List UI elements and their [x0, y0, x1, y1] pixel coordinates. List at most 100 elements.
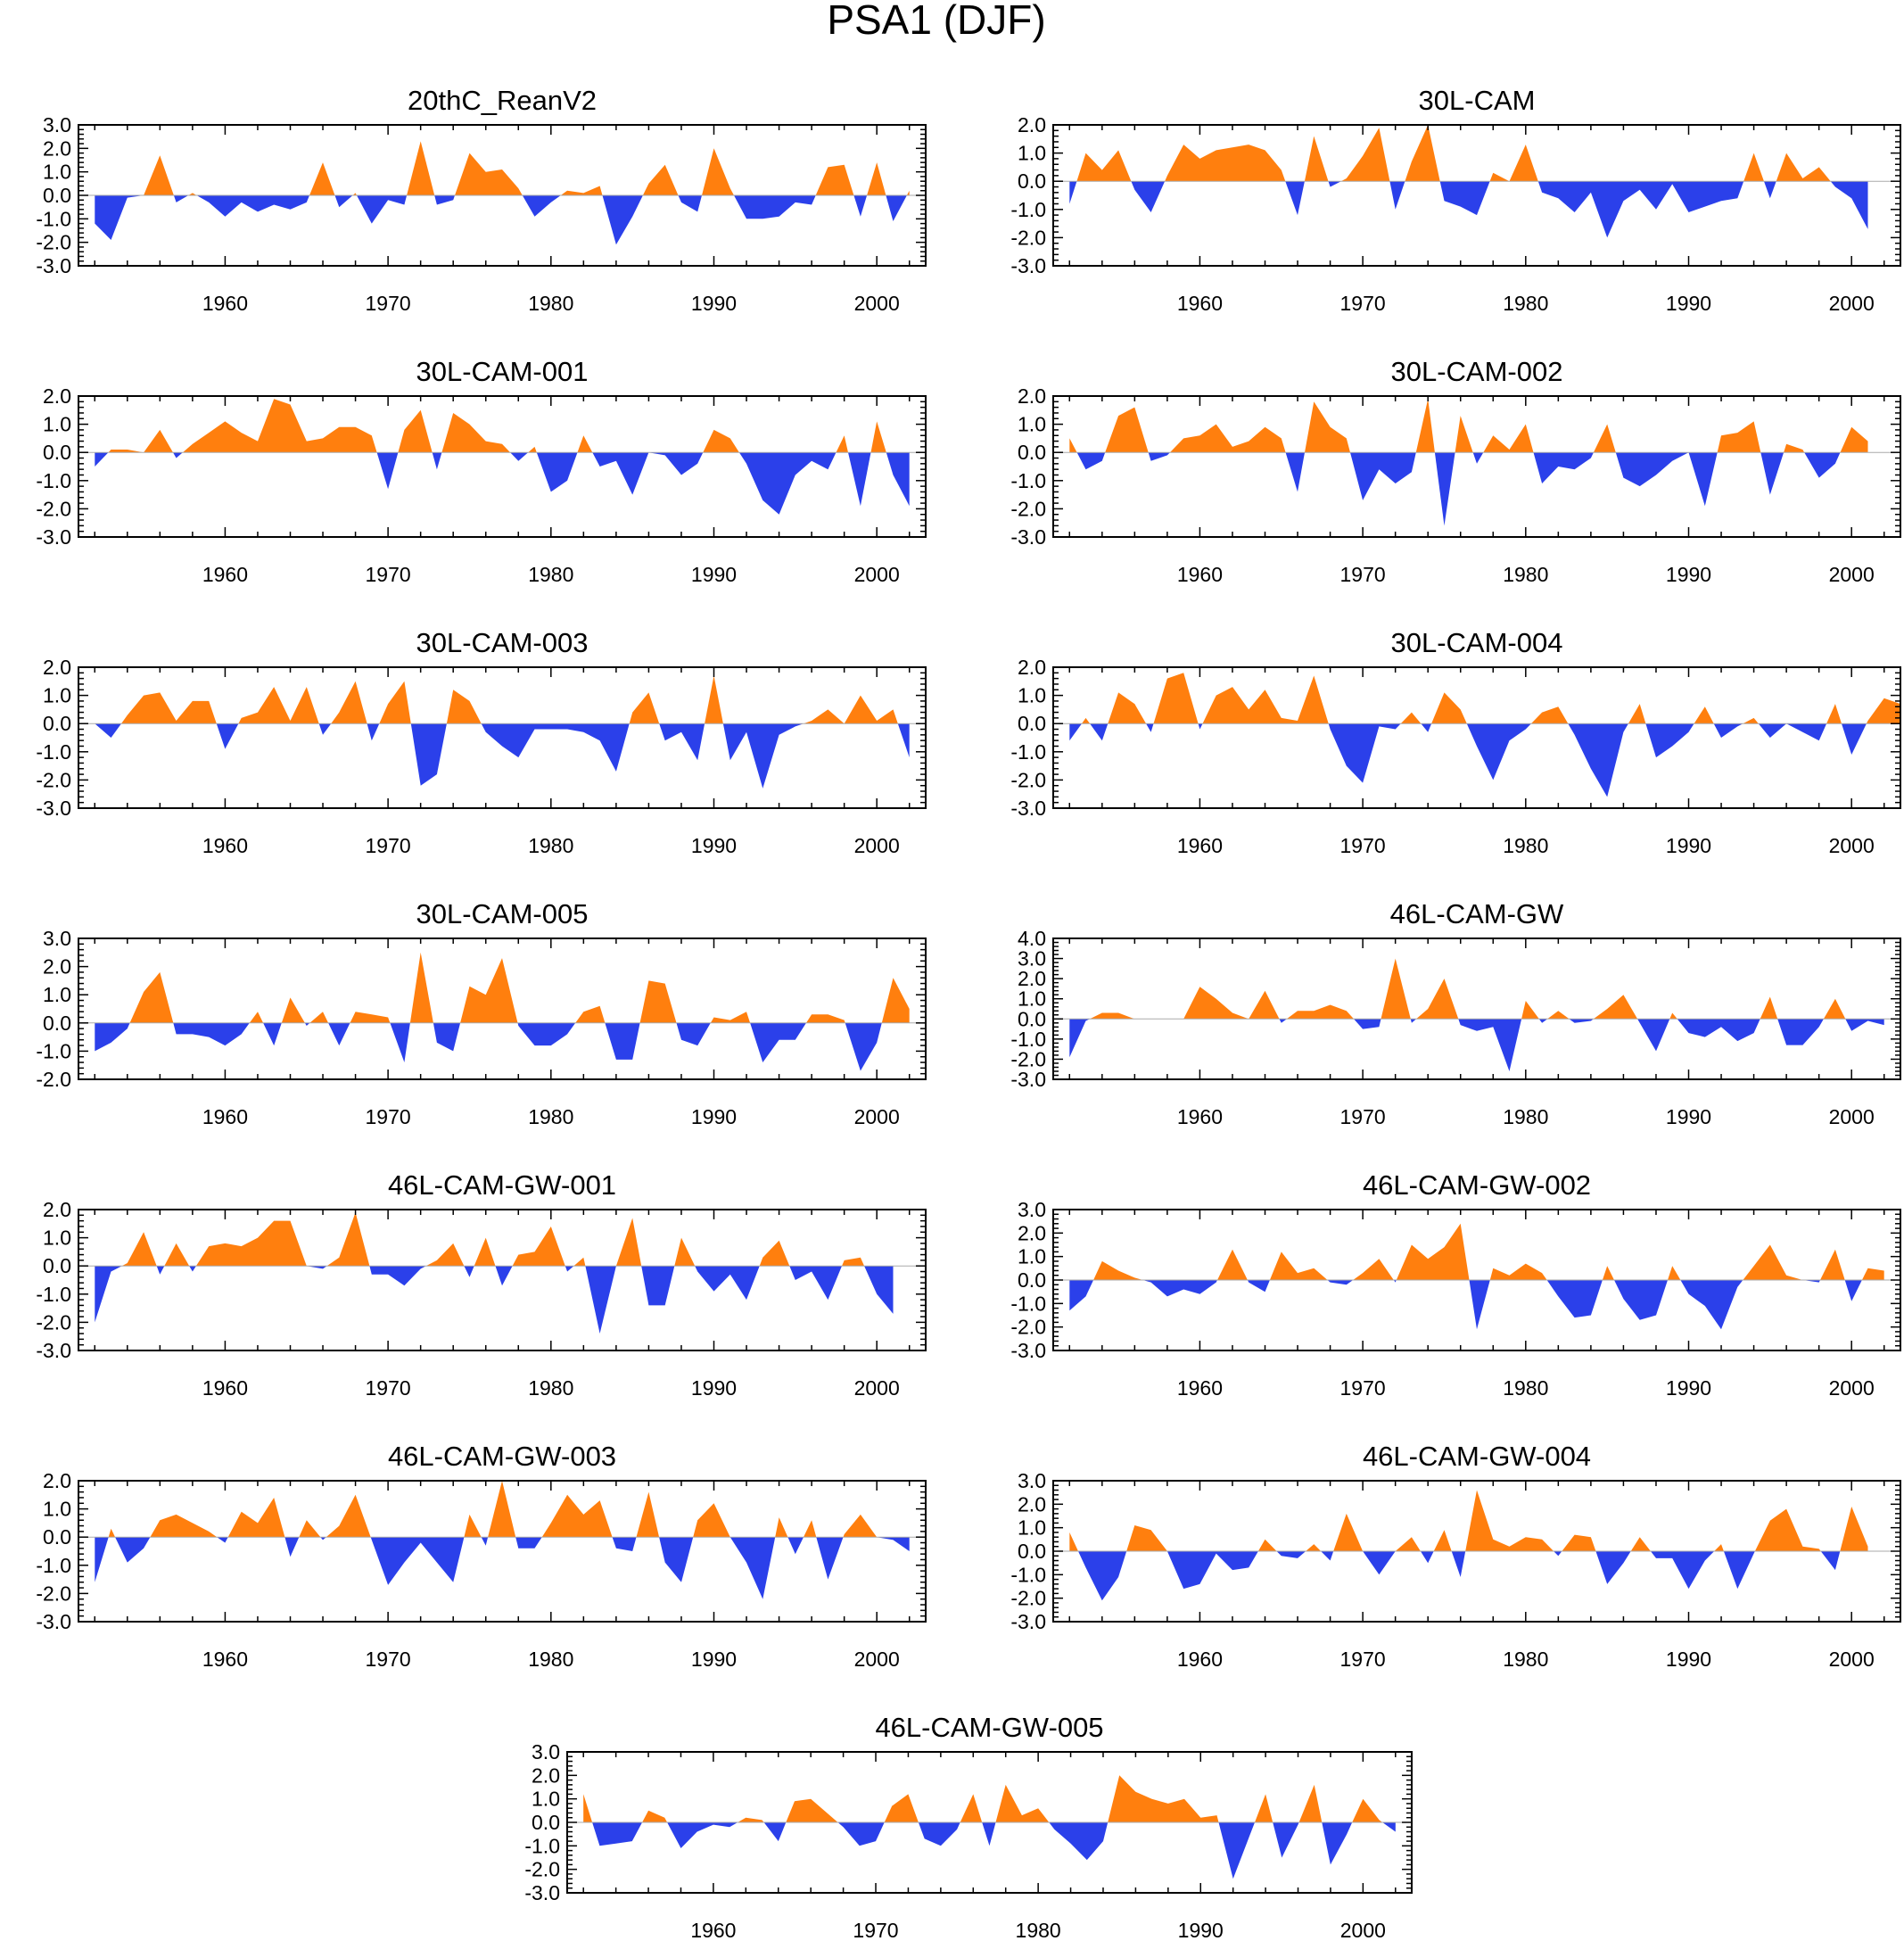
panel-5: 30L-CAM-003 2.0 1.0 0.0 -1.0 -2.0 -3.0 1960 1970…	[36, 627, 927, 857]
positive-anomaly-area	[1415, 399, 1435, 453]
y-tick-label: 3.0	[1018, 1469, 1046, 1492]
negative-anomaly-area	[659, 1537, 694, 1582]
plot-frame	[78, 1480, 927, 1623]
negative-anomaly-area	[1146, 723, 1154, 732]
negative-anomaly-area	[722, 723, 804, 789]
negative-anomaly-area	[1273, 1822, 1299, 1858]
y-tick-label: 0.0	[43, 1012, 71, 1035]
y-tick-label: 0.0	[43, 1525, 71, 1549]
negative-anomaly-area	[1131, 181, 1166, 212]
negative-anomaly-area	[432, 452, 442, 470]
plot-frame	[78, 395, 927, 538]
positive-anomaly-area	[1069, 1532, 1078, 1551]
y-tick-label: -3.0	[1010, 525, 1046, 549]
x-tick-label: 1980	[528, 1105, 573, 1128]
positive-anomaly-area	[583, 1794, 593, 1822]
negative-anomaly-area	[729, 1537, 776, 1599]
negative-anomaly-area	[1844, 1280, 1862, 1301]
positive-anomaly-area	[195, 1220, 307, 1267]
y-tick-label: -2.0	[1010, 1587, 1046, 1610]
positive-anomaly-area	[1455, 416, 1473, 453]
panel-title: 20thC_ReanV2	[408, 85, 597, 116]
x-tick-label: 2000	[1829, 563, 1875, 586]
y-tick-label: -1.0	[36, 1039, 71, 1062]
positive-anomaly-area	[815, 164, 854, 195]
negative-anomaly-area	[495, 1266, 513, 1286]
negative-anomaly-area	[1451, 1551, 1466, 1577]
positive-anomaly-area	[1431, 692, 1467, 724]
negative-anomaly-area	[1760, 452, 1784, 495]
positive-anomaly-area	[804, 1520, 817, 1538]
x-tick-label: 1980	[528, 292, 573, 315]
y-tick-label: 2.0	[1018, 656, 1046, 679]
positive-anomaly-area	[512, 1227, 565, 1267]
x-tick-label: 1970	[366, 563, 411, 586]
negative-anomaly-area	[1363, 1551, 1396, 1575]
negative-anomaly-area	[376, 452, 399, 490]
negative-anomaly-area	[115, 1537, 151, 1563]
y-tick-label: -2.0	[524, 1858, 560, 1881]
y-tick-label: -3.0	[1010, 797, 1046, 820]
positive-anomaly-area	[702, 148, 734, 195]
positive-anomaly-area	[441, 413, 511, 453]
panel-title: 30L-CAM-002	[1391, 356, 1563, 387]
negative-anomaly-area	[1614, 1280, 1668, 1320]
negative-anomaly-area	[1830, 181, 1868, 229]
panel-title: 46L-CAM-GW-005	[875, 1712, 1103, 1743]
negative-anomaly-area	[1688, 452, 1718, 507]
positive-anomaly-area	[759, 1240, 790, 1267]
negative-anomaly-area	[1410, 1019, 1417, 1023]
x-tick-label: 2000	[854, 563, 900, 586]
positive-anomaly-area	[1126, 1525, 1167, 1551]
positive-anomaly-area	[309, 162, 335, 195]
positive-anomaly-area	[182, 399, 377, 453]
panel-13: 46L-CAM-GW-005 3.02.01.00.0-1.0-2.0-3.0 19…	[524, 1712, 1413, 1941]
negative-anomaly-area	[734, 195, 816, 219]
x-tick-label: 1980	[1503, 563, 1548, 586]
positive-anomaly-area	[960, 1794, 983, 1822]
y-tick-label: -1.0	[1010, 1028, 1046, 1051]
positive-anomaly-area	[1381, 958, 1411, 1020]
x-tick-label: 1960	[202, 563, 248, 586]
positive-anomaly-area	[674, 1237, 696, 1267]
positive-anomaly-area	[455, 153, 523, 195]
plot-frame	[1052, 124, 1901, 267]
negative-anomaly-area	[1537, 181, 1744, 238]
y-tick-label: 0.0	[43, 441, 71, 464]
positive-anomaly-area	[1562, 1534, 1596, 1551]
x-tick-label: 1970	[1340, 1105, 1386, 1128]
y-tick-label: 1.0	[1018, 684, 1046, 707]
x-tick-label: 1970	[1340, 563, 1386, 586]
y-tick-label: -2.0	[1010, 226, 1046, 249]
x-tick-label: 1970	[1340, 1376, 1386, 1400]
negative-anomaly-area	[370, 1537, 465, 1585]
positive-anomaly-area	[227, 1498, 285, 1538]
negative-anomaly-area	[1615, 452, 1689, 487]
negative-anomaly-area	[1069, 723, 1082, 741]
y-tick-label: -3.0	[36, 254, 71, 277]
positive-anomaly-area	[629, 692, 660, 724]
positive-anomaly-area	[1105, 407, 1149, 453]
x-tick-label: 1990	[691, 1105, 737, 1128]
positive-anomaly-area	[379, 681, 411, 724]
y-tick-label: -3.0	[1010, 1610, 1046, 1633]
negative-anomaly-area	[95, 195, 144, 240]
x-tick-label: 2000	[854, 1648, 900, 1671]
x-tick-label: 1980	[528, 834, 573, 857]
x-tick-label: 1990	[691, 1648, 737, 1671]
x-tick-label: 1970	[366, 1648, 411, 1671]
negative-anomaly-area	[667, 1822, 738, 1848]
y-tick-label: 3.0	[43, 113, 71, 136]
plot-frame	[78, 666, 927, 809]
panel-title: 46L-CAM-GW	[1390, 898, 1564, 929]
y-tick-label: -1.0	[524, 1834, 560, 1857]
negative-anomaly-area	[464, 1266, 474, 1277]
negative-anomaly-area	[982, 1822, 996, 1846]
x-tick-label: 1980	[528, 1648, 573, 1671]
positive-anomaly-area	[108, 1528, 116, 1538]
positive-anomaly-area	[573, 1257, 586, 1267]
positive-anomaly-area	[309, 1012, 329, 1023]
x-tick-label: 1990	[1666, 834, 1711, 857]
positive-anomaly-area	[1396, 1223, 1470, 1280]
